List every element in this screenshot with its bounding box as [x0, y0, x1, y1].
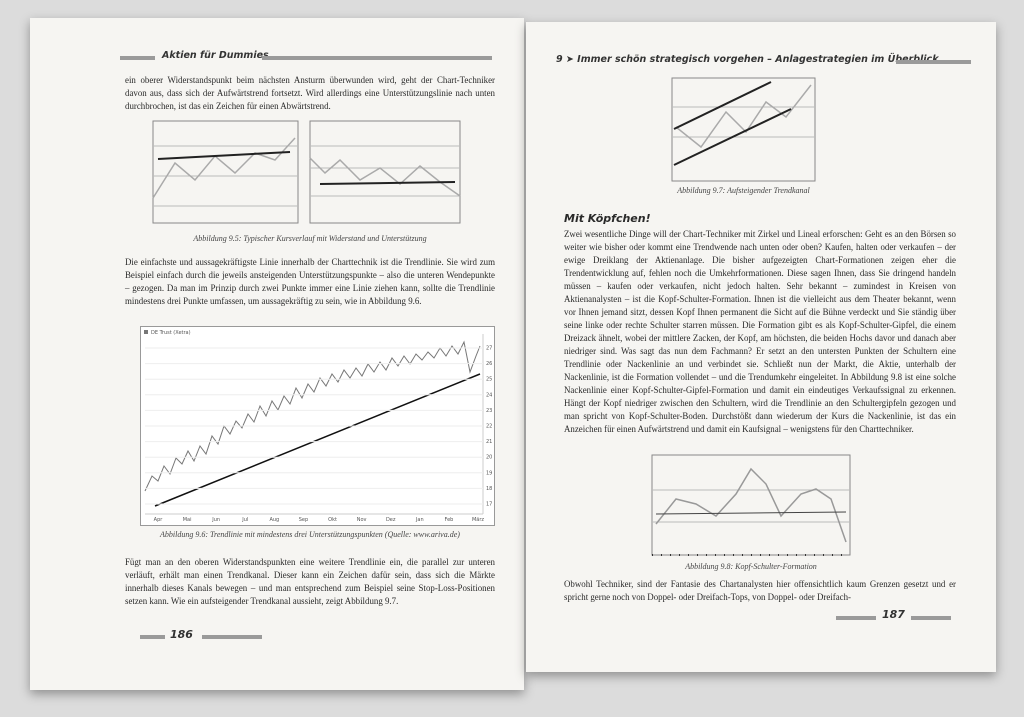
figure-caption: Abbildung 9.5: Typischer Kursverlauf mit…	[193, 234, 427, 243]
header-rule	[120, 56, 155, 60]
frame	[152, 120, 299, 224]
y-tick-label: 19	[486, 470, 492, 476]
legend-swatch	[144, 330, 148, 334]
header-rule	[262, 56, 492, 60]
x-tick-label: Aug	[269, 517, 279, 523]
paragraph: Die einfachste und aussagekräftigste Lin…	[125, 257, 495, 306]
figure-caption: Abbildung 9.7: Aufsteigender Trendkanal	[677, 186, 810, 195]
figure-9-7	[671, 77, 816, 182]
left-page: Aktien für Dummies ein oberer Widerstand…	[30, 18, 524, 690]
neckline	[655, 511, 847, 515]
y-tick-label: 18	[486, 486, 492, 492]
y-tick-label: 17	[486, 502, 492, 508]
y-tick-label: 21	[486, 439, 492, 445]
x-tick-label: Jun	[211, 517, 220, 523]
x-tick-label: März	[472, 517, 484, 523]
figure-9-5	[152, 120, 461, 224]
price-line	[152, 137, 296, 199]
figure-9-8	[651, 454, 851, 556]
paragraph: Zwei wesentliche Dinge will der Chart-Te…	[564, 229, 956, 434]
trend-line	[154, 373, 481, 507]
x-tick-label: Jan	[415, 517, 424, 523]
price-line	[655, 467, 847, 543]
x-tick-label: Mai	[183, 517, 192, 523]
x-tick-label: Nov	[357, 517, 367, 523]
x-tick-label: Sep	[299, 517, 308, 523]
page-number: 187	[882, 608, 905, 621]
running-header: Aktien für Dummies	[162, 50, 269, 61]
y-tick-label: 22	[486, 424, 492, 430]
chart-right	[309, 120, 461, 224]
y-tick-label: 25	[486, 377, 492, 383]
upper-channel	[673, 81, 772, 130]
x-tick-label: Apr	[154, 517, 164, 523]
lower-channel	[673, 108, 792, 166]
support-line	[319, 181, 456, 185]
figure-caption: Abbildung 9.6: Trendlinie mit mindestens…	[160, 530, 460, 539]
paragraph: Obwohl Techniker, sind der Fantasie des …	[564, 579, 956, 602]
price-line	[144, 340, 481, 492]
frame	[671, 77, 816, 182]
y-tick-label: 20	[486, 455, 492, 461]
x-tick-label: Okt	[328, 517, 337, 523]
y-tick-label: 24	[486, 392, 492, 398]
right-page: 9 ➤ Immer schön strategisch vorgehen – A…	[526, 22, 996, 672]
x-tick-label: Dez	[386, 517, 396, 523]
y-tick-label: 26	[486, 361, 492, 367]
footer-rule	[202, 635, 262, 639]
x-tick-label: Jul	[241, 517, 248, 523]
page-number: 186	[170, 628, 193, 641]
header-rule	[896, 60, 971, 64]
price-line	[675, 84, 812, 149]
chart-left	[152, 120, 299, 224]
footer-rule	[911, 616, 951, 620]
frame	[309, 120, 461, 224]
figure-9-6: DE Trust (Xetra) 27 26 25 24 23 22 21 20 19 18 17 A…	[140, 326, 495, 526]
paragraph: Fügt man an den oberen Widerstandspunkte…	[125, 557, 495, 606]
legend-label: DE Trust (Xetra)	[151, 330, 191, 336]
paragraph: ein oberer Widerstandspunkt beim nächste…	[125, 75, 495, 111]
resistance-line	[157, 151, 291, 160]
running-header: 9 ➤ Immer schön strategisch vorgehen – A…	[556, 54, 939, 65]
x-tick-label: Feb	[444, 517, 453, 523]
footer-rule	[836, 616, 876, 620]
y-tick-label: 27	[486, 346, 492, 352]
section-heading: Mit Köpfchen!	[564, 212, 651, 225]
footer-rule	[140, 635, 165, 639]
price-line	[309, 157, 461, 197]
figure-caption: Abbildung 9.8: Kopf-Schulter-Formation	[685, 562, 817, 571]
y-tick-label: 23	[486, 408, 492, 414]
